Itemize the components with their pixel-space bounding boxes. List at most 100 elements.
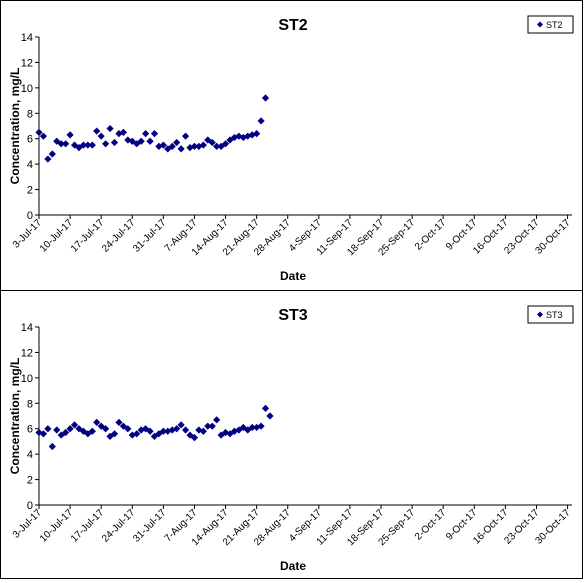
chart-title: ST3 xyxy=(278,307,307,324)
data-point xyxy=(159,427,167,435)
data-point xyxy=(137,426,145,434)
legend-marker xyxy=(537,21,543,28)
data-point xyxy=(213,142,221,150)
y-tick-label: 2 xyxy=(27,475,33,487)
data-point xyxy=(168,426,176,434)
data-point xyxy=(88,427,96,435)
data-point xyxy=(44,425,52,433)
data-point xyxy=(93,127,101,135)
x-tick-label: 31-Jul-17 xyxy=(131,217,169,255)
data-point xyxy=(39,430,48,438)
y-tick-label: 12 xyxy=(21,347,33,359)
legend-box xyxy=(527,305,574,324)
data-point xyxy=(244,426,252,434)
legend-label: ST2 xyxy=(546,20,563,30)
data-point xyxy=(181,426,190,434)
y-tick-label: 6 xyxy=(27,134,33,146)
data-point xyxy=(79,427,88,435)
data-point xyxy=(235,426,243,434)
data-point xyxy=(97,132,105,140)
data-point xyxy=(35,128,43,136)
data-point xyxy=(208,138,216,147)
y-axis-title: Concentration, mg/L xyxy=(8,358,22,475)
data-point xyxy=(266,412,274,420)
chart-st3: ST3024681012143-Jul-1710-Jul-1717-Jul-17… xyxy=(8,305,574,573)
y-tick-label: 4 xyxy=(27,159,33,171)
chart-st2: ST2024681012143-Jul-1710-Jul-1717-Jul-17… xyxy=(8,15,574,283)
y-tick-label: 0 xyxy=(27,210,33,222)
y-tick-label: 14 xyxy=(21,32,33,44)
data-point xyxy=(133,430,141,438)
data-point xyxy=(110,138,119,147)
data-point xyxy=(177,145,185,153)
x-tick-label: 2-Oct-17 xyxy=(413,507,449,543)
data-point xyxy=(88,141,96,149)
data-point xyxy=(48,150,56,158)
y-tick-label: 4 xyxy=(27,449,33,461)
data-point xyxy=(66,425,74,433)
y-tick-label: 10 xyxy=(21,373,33,385)
legend-label: ST3 xyxy=(546,310,563,320)
data-point xyxy=(208,422,216,430)
data-point xyxy=(221,428,230,437)
data-point xyxy=(53,426,61,434)
x-axis-title: Date xyxy=(280,269,306,283)
data-point xyxy=(248,423,256,432)
data-point xyxy=(39,132,48,140)
data-point xyxy=(173,425,181,433)
data-point xyxy=(66,131,74,139)
data-point xyxy=(44,155,52,163)
chart-panel-st2: ST2 0 2 4 6 8 10 12 14 3-Jul-17 10-Jul-17 17-Jul-17… xyxy=(0,0,583,291)
data-point xyxy=(181,132,190,140)
data-point xyxy=(159,141,167,149)
data-point xyxy=(62,140,70,148)
data-point xyxy=(84,141,92,149)
data-point xyxy=(137,137,145,145)
data-point xyxy=(253,130,261,138)
data-point xyxy=(221,140,230,148)
data-point xyxy=(106,124,114,133)
y-axis-title: Concentration, mg/L xyxy=(8,68,22,185)
data-point xyxy=(213,416,221,424)
y-tick-label: 6 xyxy=(27,424,33,436)
data-point xyxy=(102,140,110,148)
data-point xyxy=(168,142,176,150)
data-point xyxy=(62,428,70,437)
data-point xyxy=(124,425,132,433)
chart-title: ST2 xyxy=(278,17,307,34)
data-point xyxy=(57,140,65,148)
y-tick-label: 0 xyxy=(27,500,33,512)
y-tick-label: 12 xyxy=(21,57,33,69)
y-tick-label: 14 xyxy=(21,322,33,334)
data-point xyxy=(261,404,270,412)
y-tick-label: 10 xyxy=(21,83,33,95)
y-tick-label: 2 xyxy=(27,185,33,197)
data-point xyxy=(142,130,150,138)
legend: ST2 xyxy=(527,15,574,34)
data-point xyxy=(173,138,181,147)
data-point xyxy=(48,442,56,451)
data-point xyxy=(35,428,43,437)
y-tick-label: 8 xyxy=(27,398,33,410)
data-point xyxy=(79,141,88,149)
data-point xyxy=(119,128,127,136)
chart-panel-st3: ST3 0 2 4 6 8 10 12 14 3-Jul-17 10-Jul-17 17-Jul-17… xyxy=(0,290,583,579)
x-tick-label: 2-Oct-17 xyxy=(413,217,449,253)
legend-box xyxy=(527,15,574,34)
data-point xyxy=(190,142,199,150)
x-tick-label: 31-Jul-17 xyxy=(131,507,169,545)
data-point xyxy=(199,141,207,149)
data-point xyxy=(199,427,207,435)
data-point xyxy=(110,430,119,438)
data-point xyxy=(102,425,110,433)
y-tick-label: 8 xyxy=(27,108,33,120)
data-point xyxy=(93,418,101,426)
legend-marker xyxy=(537,311,543,318)
data-point xyxy=(146,427,154,435)
x-axis-title: Date xyxy=(280,559,306,573)
data-point xyxy=(146,137,154,145)
legend: ST3 xyxy=(527,305,574,324)
data-point xyxy=(257,117,265,125)
data-point xyxy=(150,130,159,138)
